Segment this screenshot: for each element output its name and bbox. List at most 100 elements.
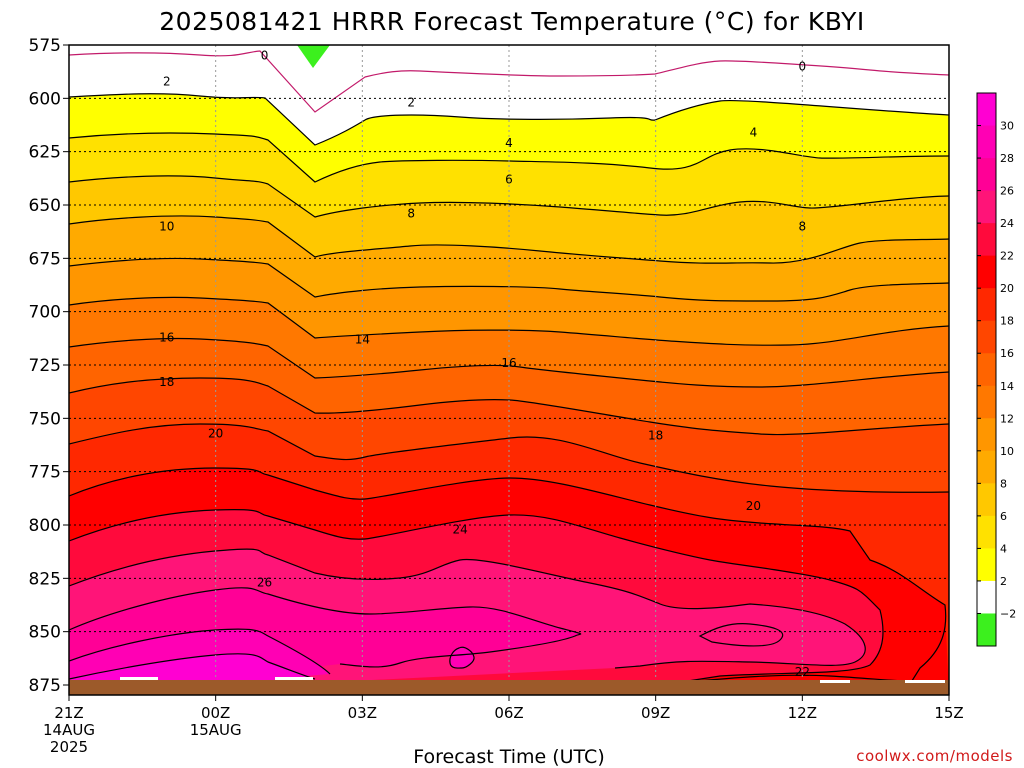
contour-line-10	[69, 257, 949, 302]
colorbar-swatch	[977, 288, 996, 322]
contour-label: 26	[257, 576, 272, 590]
contour-line-8	[69, 215, 949, 264]
colorbar-label: 12	[1000, 412, 1014, 425]
contour-line-12	[69, 296, 949, 346]
colorbar-swatch	[977, 515, 996, 549]
contour-line-4	[69, 132, 949, 183]
contour-label: 18	[159, 375, 174, 389]
x-tick-label: 12Z	[788, 704, 817, 722]
colorbar-label: 22	[1000, 250, 1014, 263]
colorbar-swatch	[977, 450, 996, 484]
contour-label: 2	[407, 96, 415, 110]
contour-line-30	[69, 653, 316, 680]
y-tick-label: 650	[29, 196, 61, 216]
contour-label: 16	[159, 330, 174, 344]
y-tick-label: 825	[29, 569, 61, 589]
ground-white-marks	[120, 677, 945, 683]
x-tick-label: 14AUG	[43, 721, 95, 739]
contour-line-16	[69, 377, 949, 436]
colorbar: 30 28 26 24 22 20 18 16 14 12 10 8 6 4 2 −2	[976, 92, 1016, 647]
contour-line-20	[69, 467, 947, 685]
contour-label: 24	[452, 522, 467, 536]
colorbar-frame	[976, 92, 997, 647]
contour-label: 10	[159, 219, 174, 233]
x-tick-label: 03Z	[348, 704, 377, 722]
y-tick-label: 700	[29, 303, 61, 323]
colorbar-label: 14	[1000, 380, 1014, 393]
colorbar-swatch	[977, 353, 996, 387]
colorbar-swatch	[977, 125, 996, 159]
y-tick-label: 800	[29, 516, 61, 536]
x-tick-label: 15AUG	[190, 721, 242, 739]
contour-label: 22	[795, 665, 810, 679]
vertical-gridlines	[215, 45, 803, 685]
x-tick-label: 15Z	[934, 704, 963, 722]
credit-text: coolwx.com/models	[856, 747, 1013, 765]
contour-line-28-pocket	[449, 646, 475, 669]
colorbar-label: 20	[1000, 282, 1014, 295]
contour-label: 8	[799, 219, 807, 233]
colorbar-label: −2	[1000, 607, 1016, 620]
contour-label: 0	[261, 49, 269, 63]
contour-line-24	[69, 548, 866, 669]
y-axis-ticks: 575 600 625 650 675 700 725 750 775 800 825 850 875	[29, 36, 69, 696]
x-tick-label: 06Z	[494, 704, 523, 722]
y-tick-label: 575	[29, 36, 61, 56]
fill-28-30-pocket	[449, 647, 475, 669]
colorbar-swatch	[977, 385, 996, 419]
colorbar-swatch	[977, 190, 996, 224]
colorbar-label: 10	[1000, 445, 1014, 458]
contour-label: 16	[501, 356, 516, 370]
contour-label: 6	[505, 172, 513, 186]
colorbar-label: 8	[1000, 477, 1007, 490]
colorbar-swatch	[977, 548, 996, 582]
y-tick-label: 750	[29, 409, 61, 429]
contour-label: 0	[799, 59, 807, 73]
x-tick-label: 21Z	[54, 704, 83, 722]
y-tick-label: 850	[29, 623, 61, 643]
contour-label: 4	[505, 136, 513, 150]
contour-line-24-inner	[698, 623, 784, 647]
colorbar-label: 4	[1000, 542, 1007, 555]
colorbar-label: 28	[1000, 152, 1014, 165]
contour-label: 14	[355, 332, 370, 346]
contour-line-26	[69, 587, 582, 668]
fill-below-0-pocket	[297, 45, 330, 68]
contour-label: 8	[407, 207, 415, 221]
colorbar-label: 2	[1000, 575, 1007, 588]
contour-label: 20	[746, 499, 761, 513]
contour-line-28	[69, 628, 331, 675]
colorbar-swatch	[977, 320, 996, 354]
colorbar-swatch	[977, 418, 996, 452]
ground-strip	[69, 680, 949, 695]
colorbar-label: 18	[1000, 315, 1014, 328]
y-tick-label: 725	[29, 356, 61, 376]
colorbar-swatch	[977, 483, 996, 517]
contour-label: 20	[208, 426, 223, 440]
colorbar-swatch	[977, 93, 996, 127]
x-tick-label: 00Z	[201, 704, 230, 722]
y-tick-label: 675	[29, 249, 61, 269]
colorbar-label: 30	[1000, 120, 1014, 133]
y-tick-label: 775	[29, 463, 61, 483]
contour-line-22	[69, 509, 884, 684]
chart-title: 2025081421 HRRR Forecast Temperature (°C…	[159, 7, 864, 36]
contour-line-18	[69, 423, 949, 493]
contour-label: 4	[750, 125, 758, 139]
contour-label: 2	[163, 74, 171, 88]
colorbar-swatch	[977, 158, 996, 192]
x-tick-label: 2025	[50, 738, 88, 756]
colorbar-label: 26	[1000, 185, 1014, 198]
contour-line-6	[69, 175, 949, 218]
y-tick-label: 625	[29, 143, 61, 163]
colorbar-swatch	[977, 580, 996, 614]
colorbar-label: 6	[1000, 510, 1007, 523]
colorbar-swatch	[977, 613, 996, 647]
colorbar-swatch	[977, 255, 996, 289]
colorbar-label: 24	[1000, 217, 1014, 230]
contour-line-0	[69, 50, 949, 113]
y-tick-label: 875	[29, 676, 61, 696]
